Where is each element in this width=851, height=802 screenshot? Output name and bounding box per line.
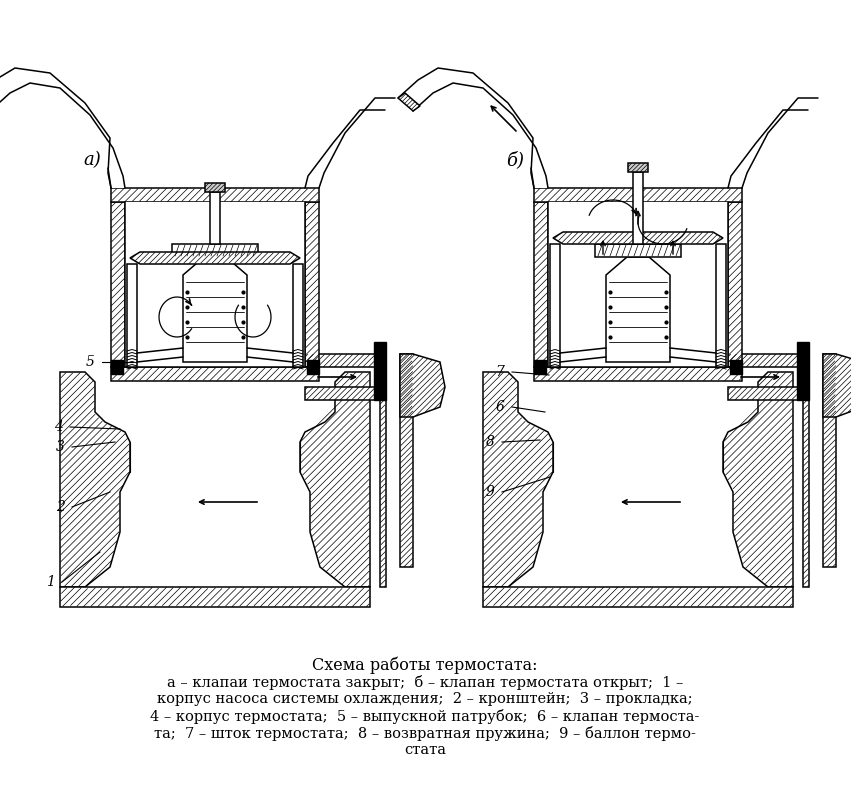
Text: корпус насоса системы охлаждения;  2 – кронштейн;  3 – прокладка;: корпус насоса системы охлаждения; 2 – кр… (157, 692, 693, 706)
Polygon shape (728, 387, 803, 400)
Text: 7: 7 (495, 365, 505, 379)
Polygon shape (398, 80, 433, 111)
Polygon shape (85, 103, 113, 148)
Polygon shape (823, 354, 851, 417)
Polygon shape (534, 202, 548, 367)
Polygon shape (595, 244, 681, 257)
Polygon shape (716, 244, 726, 367)
Text: а – клапаи термостата закрыт;  б – клапан термостата открыт;  1 –: а – клапаи термостата закрыт; б – клапан… (167, 675, 683, 690)
Polygon shape (305, 387, 380, 400)
Text: б): б) (506, 151, 524, 169)
Polygon shape (418, 68, 453, 93)
Polygon shape (728, 202, 742, 367)
Polygon shape (111, 188, 319, 202)
Bar (307, 360, 319, 374)
Polygon shape (205, 183, 225, 192)
Bar (797, 342, 809, 400)
Text: 4 – корпус термостата;  5 – выпускной патрубок;  6 – клапан термоста-: 4 – корпус термостата; 5 – выпускной пат… (151, 709, 700, 724)
Polygon shape (823, 354, 836, 567)
Polygon shape (534, 367, 742, 381)
Text: стата: стата (404, 743, 446, 757)
Polygon shape (60, 372, 130, 587)
Text: 5: 5 (86, 355, 94, 369)
Text: 9: 9 (486, 485, 494, 499)
Polygon shape (111, 367, 319, 381)
Polygon shape (606, 257, 670, 362)
Polygon shape (293, 264, 303, 367)
Text: 2: 2 (55, 500, 65, 514)
Bar (374, 342, 386, 400)
Polygon shape (723, 372, 793, 587)
Polygon shape (130, 252, 300, 264)
Bar (548, 202, 728, 367)
Text: 4: 4 (54, 420, 62, 434)
Bar (210, 192, 220, 244)
Polygon shape (531, 138, 546, 176)
Text: Схема работы термостата:: Схема работы термостата: (312, 657, 538, 674)
Polygon shape (534, 188, 742, 202)
Polygon shape (483, 372, 553, 587)
Text: 8: 8 (486, 435, 494, 449)
Polygon shape (0, 80, 10, 111)
Bar (730, 360, 742, 374)
Polygon shape (50, 73, 90, 115)
Polygon shape (300, 372, 370, 587)
Polygon shape (400, 354, 445, 417)
Polygon shape (0, 68, 30, 93)
Polygon shape (15, 68, 60, 88)
Text: 3: 3 (55, 440, 65, 454)
Polygon shape (60, 587, 370, 607)
Text: та;  7 – шток термостата;  8 – возвратная пружина;  9 – баллон термо-: та; 7 – шток термостата; 8 – возвратная … (154, 726, 696, 741)
Polygon shape (438, 68, 483, 88)
Polygon shape (550, 244, 560, 367)
Bar (633, 172, 643, 244)
Polygon shape (111, 202, 125, 367)
Polygon shape (531, 173, 548, 188)
Bar (111, 360, 123, 374)
Bar (534, 360, 546, 374)
Polygon shape (172, 244, 258, 257)
Polygon shape (628, 163, 648, 172)
Polygon shape (473, 73, 513, 115)
Polygon shape (398, 93, 420, 111)
Polygon shape (380, 354, 386, 587)
Polygon shape (183, 257, 247, 362)
Polygon shape (108, 173, 125, 188)
Polygon shape (483, 587, 793, 607)
Text: а): а) (83, 151, 101, 169)
Text: 1: 1 (46, 575, 54, 589)
Polygon shape (400, 354, 413, 567)
Polygon shape (728, 354, 803, 367)
Text: 6: 6 (495, 400, 505, 414)
Polygon shape (553, 232, 723, 244)
Polygon shape (127, 264, 137, 367)
Polygon shape (305, 202, 319, 367)
Polygon shape (108, 138, 123, 176)
Polygon shape (803, 354, 809, 587)
Bar (125, 202, 305, 367)
Polygon shape (305, 354, 380, 367)
Polygon shape (508, 103, 536, 148)
